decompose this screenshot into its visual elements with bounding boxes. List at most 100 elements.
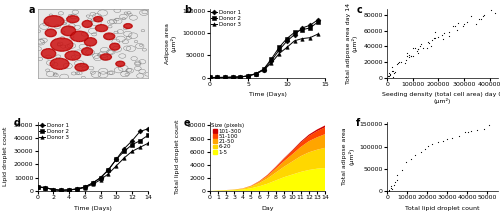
Point xyxy=(420,46,428,50)
Donor 2 xyxy=(82,186,88,188)
Donor 1 xyxy=(106,168,112,171)
Point xyxy=(448,136,456,140)
Point xyxy=(452,28,460,32)
Donor 2 xyxy=(276,46,282,49)
Line: Donor 3: Donor 3 xyxy=(208,32,320,79)
X-axis label: Time (Days): Time (Days) xyxy=(74,206,112,211)
Text: d: d xyxy=(13,118,20,128)
Point xyxy=(382,79,390,82)
Legend: Donor 1, Donor 2, Donor 3: Donor 1, Donor 2, Donor 3 xyxy=(210,10,242,27)
Point xyxy=(455,134,463,138)
Ellipse shape xyxy=(42,49,56,58)
Point xyxy=(384,71,392,75)
Donor 3 xyxy=(214,76,220,79)
Point xyxy=(411,47,419,50)
Point xyxy=(421,147,429,151)
Donor 1 xyxy=(253,72,259,75)
Ellipse shape xyxy=(104,33,115,40)
Donor 2 xyxy=(90,182,96,184)
Point xyxy=(448,24,456,28)
Donor 3 xyxy=(238,76,244,78)
Point xyxy=(412,50,420,53)
Y-axis label: Adipose area
(μm²): Adipose area (μm²) xyxy=(164,23,176,64)
Point xyxy=(409,54,417,58)
Donor 3 xyxy=(58,189,64,192)
Donor 3 xyxy=(206,76,212,79)
Ellipse shape xyxy=(124,24,132,28)
Donor 2 xyxy=(245,74,251,77)
Point xyxy=(382,190,390,194)
Donor 2 xyxy=(145,134,151,137)
Donor 2 xyxy=(300,28,306,31)
Donor 3 xyxy=(90,183,96,186)
Point xyxy=(487,8,495,12)
Donor 1 xyxy=(74,188,80,190)
Donor 3 xyxy=(260,69,266,71)
Donor 1 xyxy=(137,130,143,133)
Point xyxy=(424,41,432,44)
Ellipse shape xyxy=(50,38,73,51)
Point xyxy=(386,74,394,77)
Point xyxy=(439,139,447,143)
Donor 2 xyxy=(222,76,228,79)
Donor 3 xyxy=(276,52,282,55)
Donor 2 xyxy=(98,176,103,179)
Point xyxy=(438,33,446,37)
Donor 1 xyxy=(121,147,127,150)
Text: c: c xyxy=(356,5,362,15)
Point xyxy=(480,15,488,18)
Point xyxy=(402,58,410,61)
Donor 1 xyxy=(114,158,119,161)
Point xyxy=(414,47,422,50)
Point xyxy=(392,63,400,66)
Donor 2 xyxy=(50,188,56,191)
Donor 1 xyxy=(307,24,313,27)
Donor 2 xyxy=(284,37,290,40)
Ellipse shape xyxy=(61,26,76,36)
Ellipse shape xyxy=(100,54,112,60)
Point xyxy=(467,129,475,133)
Y-axis label: Total adipose area
(μm²): Total adipose area (μm²) xyxy=(342,128,354,185)
Point xyxy=(443,137,451,140)
Donor 2 xyxy=(66,188,72,191)
Point xyxy=(416,44,424,48)
Ellipse shape xyxy=(82,21,92,28)
Donor 3 xyxy=(230,76,235,79)
X-axis label: Seeding density (total cell area) day 0
(μm²): Seeding density (total cell area) day 0 … xyxy=(382,92,500,104)
Point xyxy=(391,180,399,184)
Ellipse shape xyxy=(116,61,124,66)
Donor 2 xyxy=(260,68,266,71)
Ellipse shape xyxy=(65,51,80,60)
Point xyxy=(492,11,500,14)
Donor 2 xyxy=(34,186,40,188)
Point xyxy=(417,42,425,46)
Donor 1 xyxy=(206,76,212,79)
Donor 1 xyxy=(214,76,220,79)
Point xyxy=(439,37,447,41)
Point xyxy=(407,54,415,58)
Point xyxy=(408,158,416,161)
Donor 1 xyxy=(98,176,103,179)
Donor 3 xyxy=(129,150,135,153)
Point xyxy=(475,17,483,21)
Ellipse shape xyxy=(96,25,108,32)
Donor 3 xyxy=(300,37,306,40)
Point xyxy=(484,123,492,127)
Donor 2 xyxy=(307,27,313,29)
X-axis label: Day: Day xyxy=(262,206,274,211)
Point xyxy=(431,31,439,34)
Point xyxy=(396,60,404,64)
Donor 3 xyxy=(284,46,290,49)
Donor 3 xyxy=(74,188,80,190)
Point xyxy=(398,168,406,172)
Donor 2 xyxy=(42,186,48,189)
Donor 1 xyxy=(145,127,151,130)
Donor 3 xyxy=(314,33,320,36)
Point xyxy=(389,75,397,79)
Donor 1 xyxy=(230,76,235,79)
Donor 1 xyxy=(284,40,290,43)
Point xyxy=(386,186,394,190)
Point xyxy=(428,38,436,42)
Point xyxy=(393,178,401,181)
Donor 2 xyxy=(230,76,235,79)
